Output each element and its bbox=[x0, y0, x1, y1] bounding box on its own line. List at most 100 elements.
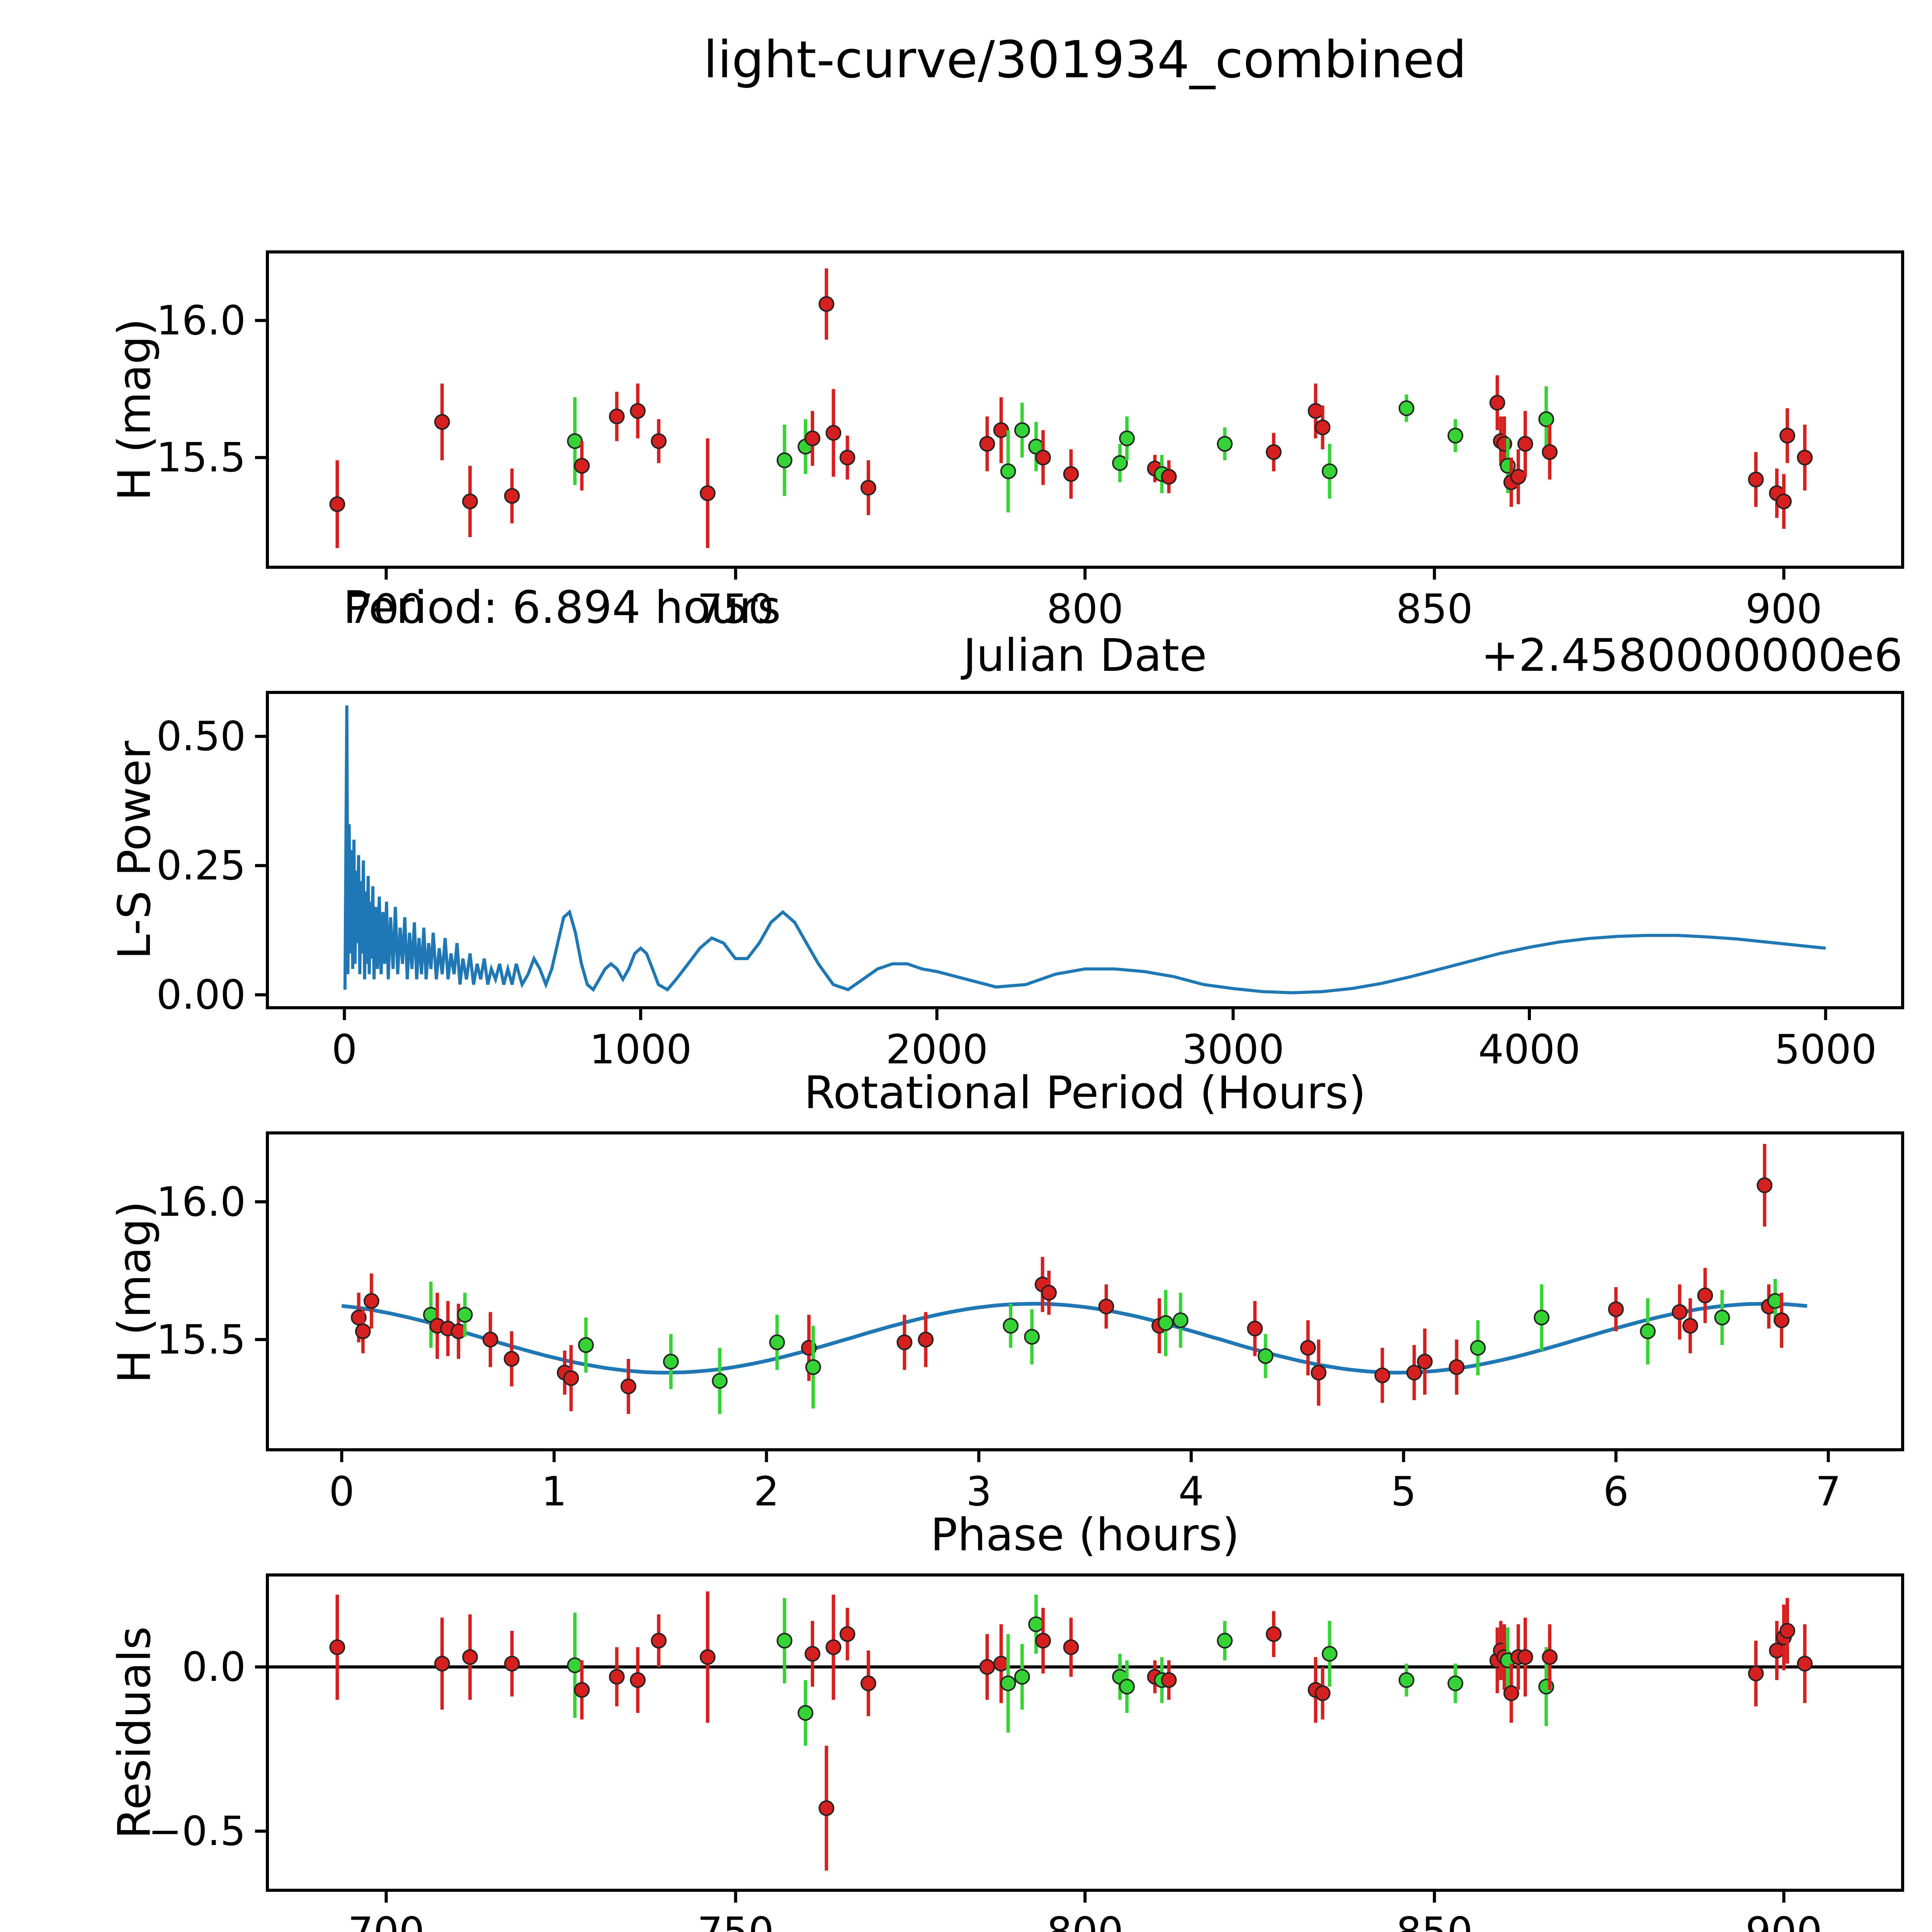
x-tick-label: 1000 bbox=[590, 1026, 692, 1073]
xlabel-phase: Phase (hours) bbox=[930, 1509, 1240, 1561]
data-point bbox=[1538, 411, 1554, 427]
x-tick-label: 750 bbox=[697, 1908, 774, 1932]
data-point bbox=[839, 1626, 855, 1642]
panel-periodogram: 0 1000 2000 3000 4000 5000 0.00 0.25 0.50 bbox=[156, 691, 1904, 1073]
data-point bbox=[1321, 463, 1338, 480]
data-point bbox=[1406, 1364, 1422, 1381]
x-tick-label: 700 bbox=[348, 585, 425, 633]
data-point bbox=[1265, 444, 1282, 460]
data-point bbox=[804, 1646, 821, 1662]
data-point bbox=[1776, 493, 1792, 510]
data-point bbox=[1398, 1672, 1415, 1688]
data-point bbox=[1265, 1626, 1282, 1642]
data-point bbox=[1517, 1649, 1533, 1665]
data-point bbox=[567, 1657, 583, 1673]
data-point bbox=[860, 1675, 876, 1691]
data-point bbox=[630, 403, 646, 419]
data-point bbox=[1510, 469, 1526, 485]
x-tick-label: 850 bbox=[1396, 585, 1473, 633]
data-point bbox=[798, 1705, 813, 1721]
panel-phase-lightcurve: 0 1 2 3 4 5 6 7 16.0 15.5 bbox=[156, 1131, 1904, 1515]
plot-area bbox=[329, 268, 1813, 548]
data-point bbox=[1503, 1685, 1519, 1701]
data-point bbox=[1398, 400, 1415, 416]
y-tick-label: 0.50 bbox=[156, 713, 246, 760]
data-point bbox=[825, 425, 842, 441]
data-point bbox=[609, 1669, 625, 1685]
data-point bbox=[1315, 1685, 1331, 1701]
data-point bbox=[1640, 1323, 1656, 1339]
data-point bbox=[1257, 1348, 1274, 1364]
axes-frame bbox=[266, 691, 1904, 1009]
x-tick-label: 2000 bbox=[886, 1026, 988, 1073]
data-point bbox=[1447, 1675, 1463, 1691]
data-point bbox=[804, 430, 821, 446]
period-annotation: Period: 6.894 hours bbox=[343, 582, 781, 634]
x-tick-label: 3 bbox=[966, 1468, 992, 1515]
data-point bbox=[1714, 1310, 1730, 1326]
data-point bbox=[462, 493, 478, 510]
data-point bbox=[567, 433, 583, 449]
ylabel-residuals: Residuals bbox=[109, 1626, 161, 1839]
data-point bbox=[1308, 403, 1324, 419]
data-point bbox=[699, 1649, 716, 1665]
x-tick-label: 1 bbox=[541, 1468, 567, 1515]
periodogram-line bbox=[343, 705, 1826, 995]
data-point bbox=[839, 449, 855, 466]
x-tick-label: 850 bbox=[1396, 1908, 1473, 1932]
x-tick-label: 2 bbox=[753, 1468, 779, 1515]
data-point bbox=[329, 1639, 345, 1655]
data-point bbox=[1769, 1643, 1785, 1658]
y-tick-label: 16.0 bbox=[156, 1178, 246, 1225]
data-point bbox=[1161, 1672, 1177, 1688]
data-point bbox=[1489, 395, 1505, 411]
data-point bbox=[1470, 1340, 1486, 1356]
data-point bbox=[329, 496, 345, 512]
y-tick-label: 0.00 bbox=[156, 971, 246, 1019]
data-point bbox=[503, 1351, 520, 1367]
plot-area bbox=[343, 705, 1826, 995]
data-point bbox=[1000, 463, 1016, 480]
data-point bbox=[1311, 1364, 1327, 1381]
data-point bbox=[574, 1682, 590, 1698]
data-point bbox=[1119, 430, 1135, 446]
data-point bbox=[1542, 444, 1558, 460]
data-point bbox=[1024, 1329, 1040, 1345]
fit-curve bbox=[341, 1302, 1808, 1375]
data-point bbox=[1247, 1320, 1263, 1337]
data-point bbox=[1779, 428, 1795, 444]
data-point bbox=[1321, 1646, 1338, 1662]
data-point bbox=[1098, 1298, 1114, 1315]
data-point bbox=[1003, 1318, 1019, 1334]
data-point bbox=[563, 1370, 579, 1386]
data-point bbox=[457, 1307, 473, 1323]
data-point bbox=[1217, 1633, 1233, 1649]
data-point bbox=[434, 1656, 450, 1672]
data-point bbox=[776, 1633, 793, 1649]
x-tick-label: 0 bbox=[329, 1468, 354, 1515]
x-tick-label: 5 bbox=[1391, 1468, 1416, 1515]
x-tick-label: 900 bbox=[1745, 585, 1822, 633]
xlabel-rotational-period: Rotational Period (Hours) bbox=[804, 1067, 1366, 1119]
data-point bbox=[1161, 469, 1177, 485]
data-point bbox=[1757, 1177, 1773, 1193]
data-point bbox=[1517, 436, 1533, 452]
data-point bbox=[1748, 471, 1764, 488]
data-point bbox=[1300, 1340, 1316, 1356]
data-point bbox=[979, 1659, 995, 1675]
data-point bbox=[1217, 436, 1233, 452]
x-tick-label: 6 bbox=[1603, 1468, 1629, 1515]
data-point bbox=[818, 1800, 835, 1816]
y-tick-label: 15.5 bbox=[156, 434, 246, 481]
x-tick-label: 4 bbox=[1179, 1468, 1204, 1515]
data-point bbox=[609, 408, 625, 425]
data-point bbox=[1449, 1359, 1465, 1375]
x-tick-label: 750 bbox=[697, 585, 774, 633]
xlabel-jd-top: Julian Date bbox=[961, 629, 1207, 682]
panel-residuals: 700 750 800 850 900 0.0 −0.5 bbox=[148, 1573, 1904, 1932]
data-point bbox=[1417, 1354, 1433, 1370]
x-tick-label: 7 bbox=[1816, 1468, 1841, 1515]
plot-area bbox=[341, 1144, 1808, 1414]
